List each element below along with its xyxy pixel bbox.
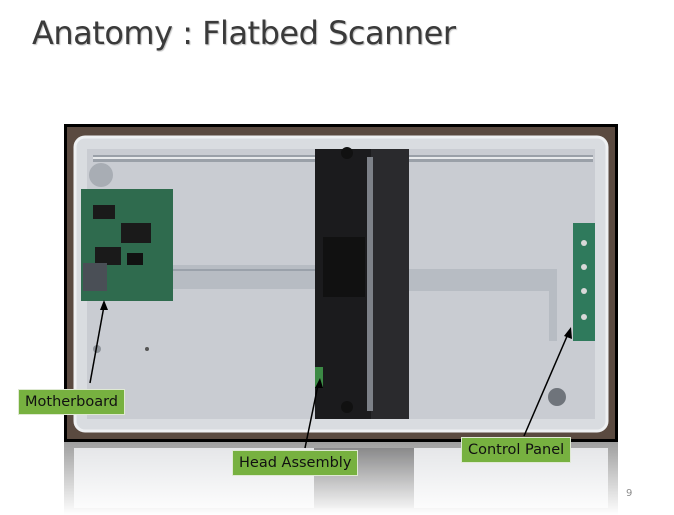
chip bbox=[93, 205, 115, 219]
arrowhead bbox=[315, 378, 323, 388]
scan-head-lamp bbox=[371, 149, 409, 419]
scanner-photo bbox=[64, 124, 618, 442]
arrowhead bbox=[100, 300, 108, 310]
control-panel-label: Control Panel bbox=[461, 437, 572, 463]
chip bbox=[95, 247, 121, 265]
arrowhead bbox=[564, 327, 572, 339]
panel-button bbox=[581, 288, 587, 294]
panel-button bbox=[581, 264, 587, 270]
scan-head-sensor bbox=[323, 237, 365, 297]
ribbon-line bbox=[173, 269, 325, 271]
head-board bbox=[315, 367, 323, 387]
ribbon-cable bbox=[549, 283, 557, 341]
ribbon-cable bbox=[397, 269, 557, 291]
control-panel-board bbox=[573, 223, 595, 341]
slide-title: Anatomy : Flatbed Scanner bbox=[32, 14, 456, 52]
motherboard-label: Motherboard bbox=[18, 389, 126, 415]
head-assembly-label: Head Assembly bbox=[232, 450, 359, 476]
screw bbox=[93, 345, 101, 353]
connector bbox=[83, 263, 107, 291]
screw bbox=[145, 347, 149, 351]
carriage-wheel bbox=[341, 147, 353, 159]
hinge bbox=[548, 388, 566, 406]
control-panel-leader bbox=[523, 333, 569, 437]
scanner-illustration bbox=[67, 127, 615, 439]
motor bbox=[89, 163, 113, 187]
motherboard-leader bbox=[89, 305, 105, 384]
chip bbox=[121, 223, 151, 243]
panel-button bbox=[581, 314, 587, 320]
panel-button bbox=[581, 240, 587, 246]
head-assembly-leader bbox=[304, 384, 319, 449]
chip bbox=[127, 253, 143, 265]
page-number: 9 bbox=[626, 488, 633, 499]
scan-head-rail bbox=[367, 157, 373, 411]
carriage-wheel bbox=[341, 401, 353, 413]
